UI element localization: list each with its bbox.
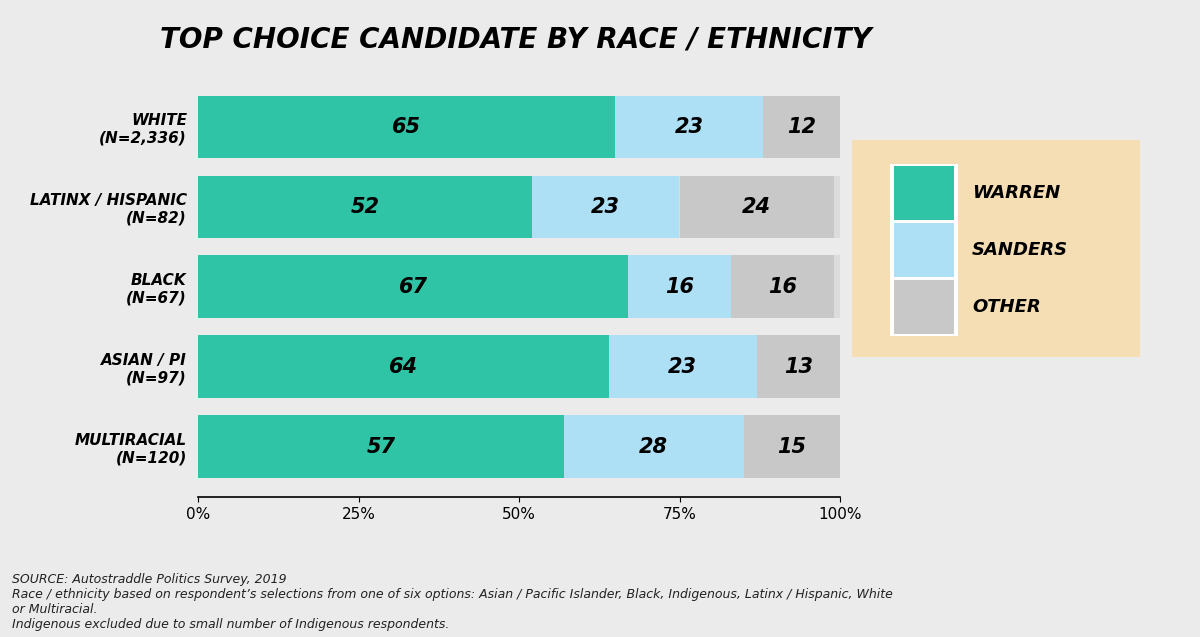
Text: 16: 16 bbox=[768, 276, 797, 297]
Bar bbox=[756, 336, 840, 397]
Text: 24: 24 bbox=[742, 197, 772, 217]
Text: 12: 12 bbox=[787, 117, 816, 137]
Bar bbox=[198, 415, 840, 478]
Bar bbox=[198, 336, 840, 397]
Bar bbox=[744, 415, 840, 478]
Text: TOP CHOICE CANDIDATE BY RACE / ETHNICITY: TOP CHOICE CANDIDATE BY RACE / ETHNICITY bbox=[160, 25, 872, 54]
Bar bbox=[679, 176, 834, 238]
Bar bbox=[608, 336, 756, 397]
Text: 28: 28 bbox=[640, 436, 668, 457]
Bar bbox=[198, 96, 840, 158]
Text: 64: 64 bbox=[389, 357, 418, 376]
Bar bbox=[532, 176, 679, 238]
Bar bbox=[564, 415, 744, 478]
Bar bbox=[628, 255, 731, 318]
Bar bbox=[198, 415, 564, 478]
Text: 67: 67 bbox=[398, 276, 427, 297]
Bar bbox=[763, 96, 840, 158]
Text: 65: 65 bbox=[392, 117, 421, 137]
Bar bbox=[731, 255, 834, 318]
Bar bbox=[198, 255, 840, 318]
Text: 15: 15 bbox=[778, 436, 806, 457]
Text: 23: 23 bbox=[668, 357, 697, 376]
Text: 52: 52 bbox=[350, 197, 379, 217]
Bar bbox=[198, 176, 532, 238]
Text: 57: 57 bbox=[366, 436, 396, 457]
Text: WARREN: WARREN bbox=[972, 183, 1061, 202]
Text: 16: 16 bbox=[665, 276, 694, 297]
Bar bbox=[616, 96, 763, 158]
Text: 23: 23 bbox=[674, 117, 703, 137]
Bar bbox=[198, 255, 628, 318]
Text: 13: 13 bbox=[784, 357, 812, 376]
Text: 23: 23 bbox=[592, 197, 620, 217]
Text: SANDERS: SANDERS bbox=[972, 241, 1068, 259]
Text: SOURCE: Autostraddle Politics Survey, 2019
Race / ethnicity based on respondent’: SOURCE: Autostraddle Politics Survey, 20… bbox=[12, 573, 893, 631]
Bar bbox=[198, 336, 608, 397]
Bar bbox=[198, 96, 616, 158]
Bar bbox=[198, 176, 840, 238]
Text: OTHER: OTHER bbox=[972, 298, 1040, 317]
